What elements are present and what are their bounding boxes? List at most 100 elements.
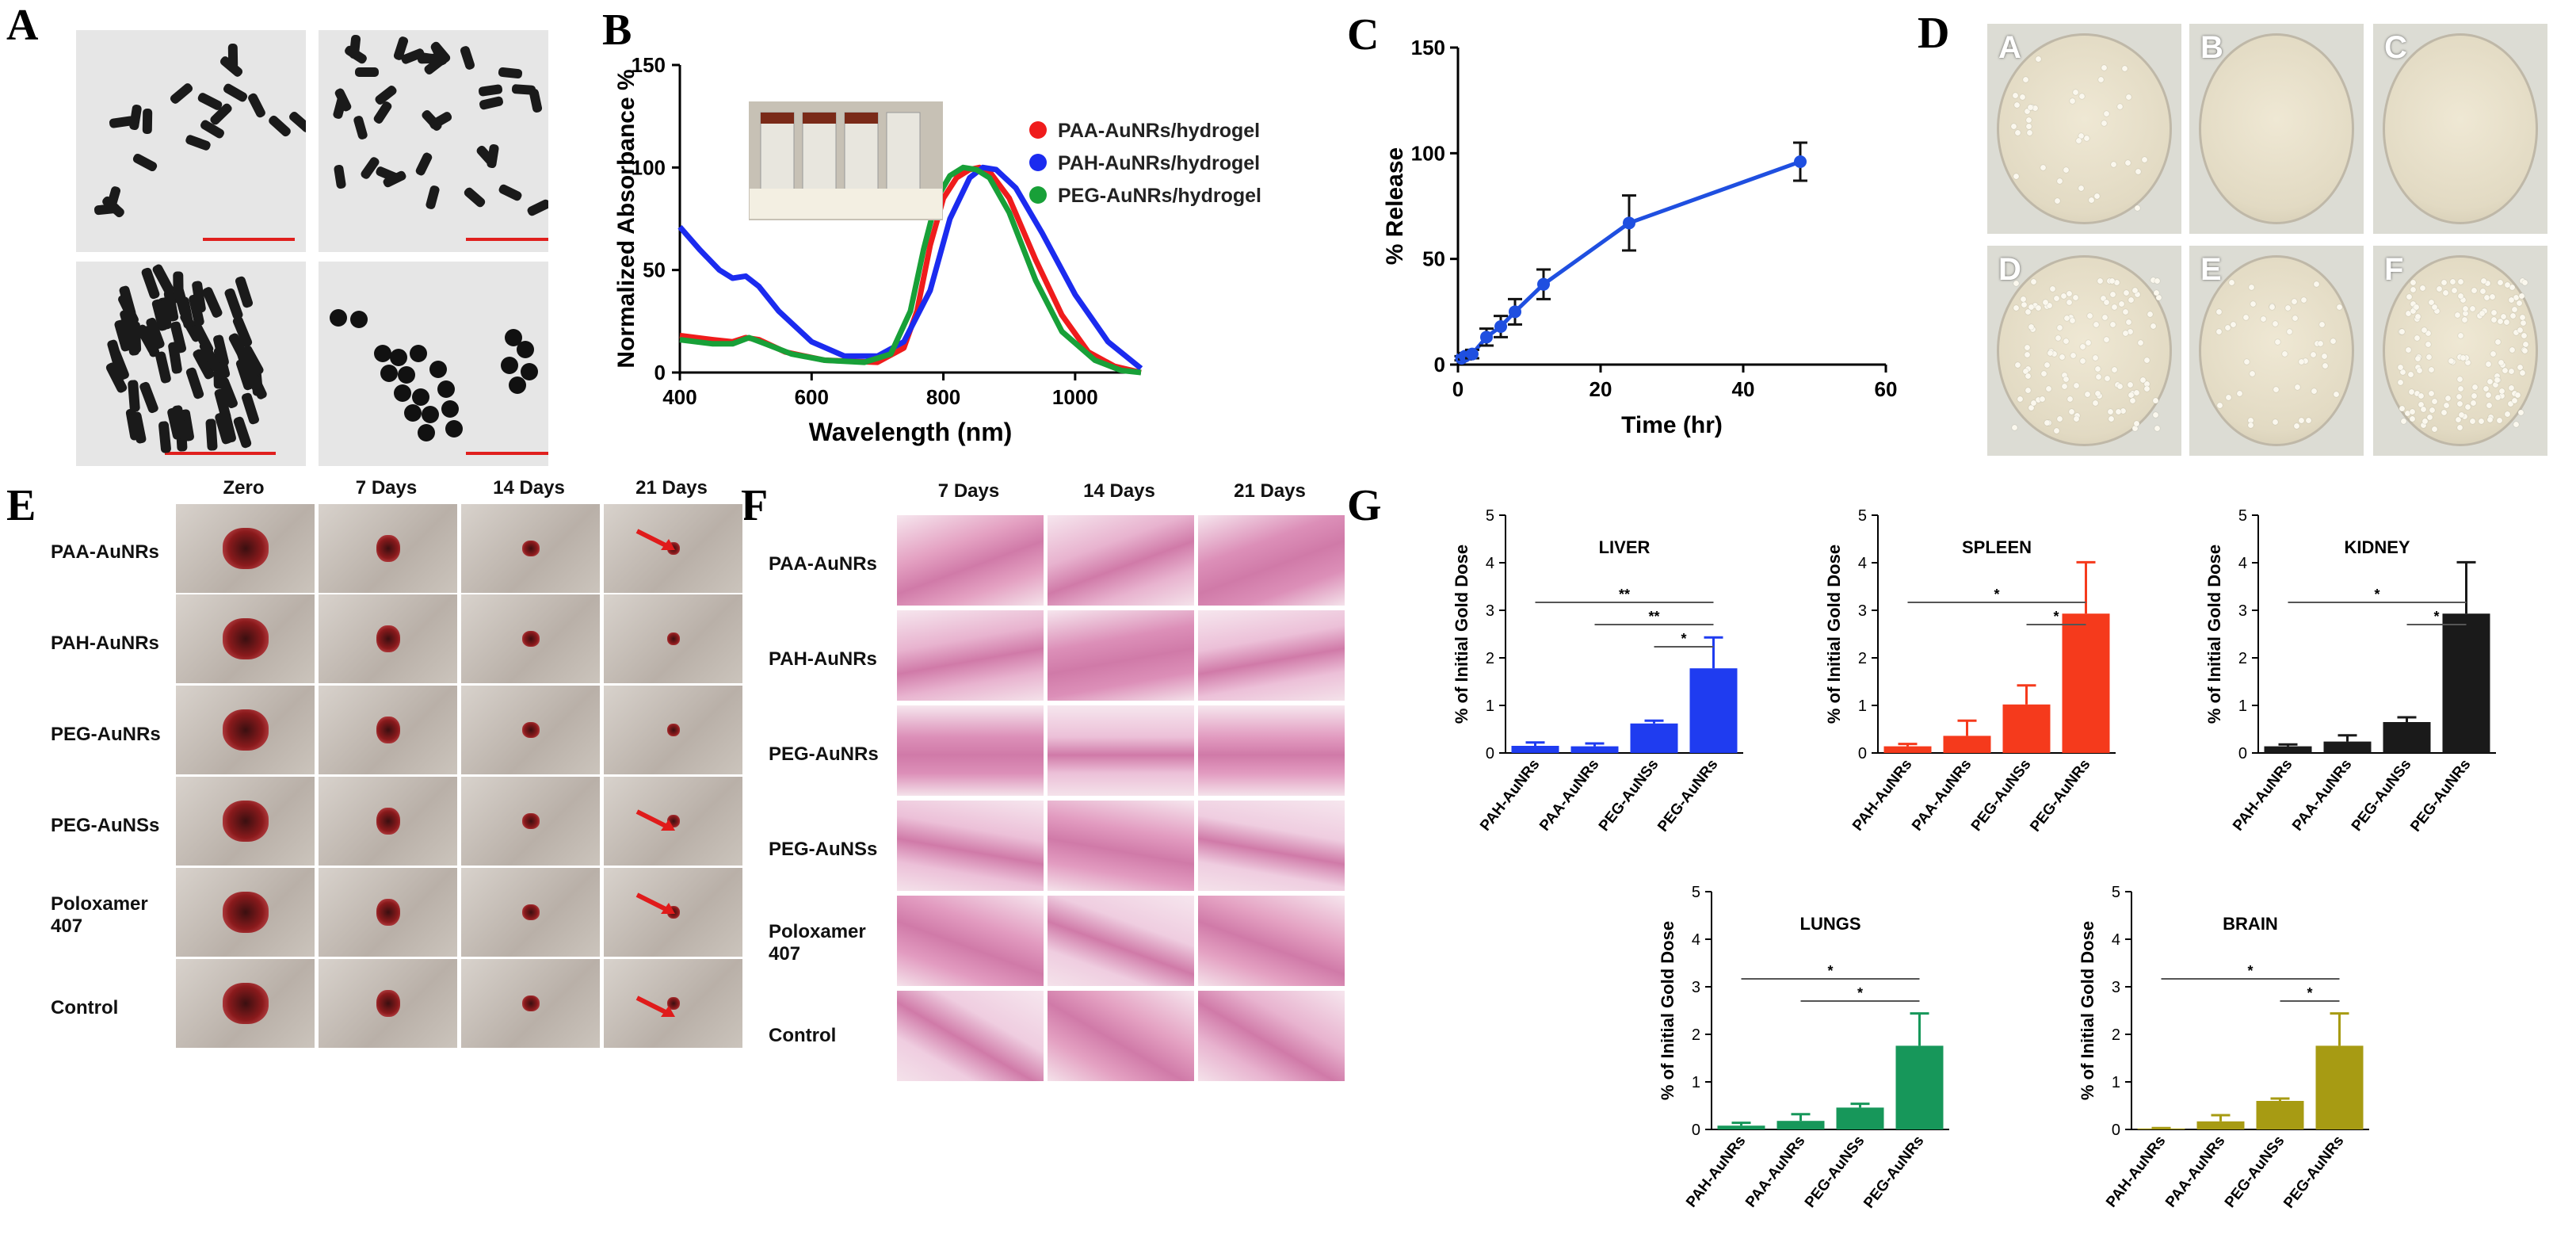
colony	[2013, 101, 2020, 108]
dish-label: D	[1998, 252, 2021, 287]
category-label: PEG-AuNSs	[1802, 1133, 1868, 1211]
colony	[2519, 370, 2525, 376]
colony	[2319, 321, 2326, 327]
significance-marker: *	[2247, 963, 2253, 979]
colony	[2086, 339, 2092, 346]
colony	[2284, 304, 2291, 311]
x-tick-label: 1000	[1052, 385, 1098, 409]
y-tick-label: 3	[1692, 979, 1700, 996]
colony	[2294, 384, 2300, 390]
bar	[2264, 746, 2312, 753]
column-label: 14 Days	[1083, 480, 1155, 502]
nanorod	[459, 45, 476, 71]
colony	[2399, 406, 2406, 412]
colony	[2464, 360, 2471, 366]
colony	[2216, 309, 2223, 315]
colony	[2049, 285, 2055, 292]
dish-label: A	[1998, 30, 2021, 65]
colony	[2040, 370, 2047, 376]
colony	[2102, 315, 2109, 321]
colony	[2066, 300, 2072, 306]
wound	[376, 808, 400, 835]
category-label: PAH-AuNRs	[1849, 756, 1915, 834]
bar	[1689, 668, 1738, 753]
colony	[2421, 422, 2427, 429]
legend-marker-pah	[1029, 154, 1047, 171]
colony	[2036, 305, 2042, 311]
nanosphere	[410, 345, 427, 362]
colony	[2273, 386, 2280, 392]
colony	[2072, 294, 2078, 300]
bar	[1836, 1107, 1884, 1129]
colony	[2486, 402, 2492, 408]
colony	[2302, 357, 2308, 364]
colony	[2273, 321, 2279, 327]
wound-photo	[602, 775, 744, 867]
nanosphere	[394, 384, 411, 402]
colony	[2022, 368, 2028, 374]
significance-marker: *	[1994, 587, 1999, 602]
colony	[2104, 376, 2110, 382]
colony	[2471, 287, 2478, 293]
significance-marker: *	[2374, 587, 2379, 602]
colony	[2128, 381, 2134, 388]
nanorod	[525, 197, 548, 217]
colony	[2486, 361, 2492, 368]
colony	[2437, 286, 2443, 292]
colony	[2460, 354, 2466, 361]
nanorod	[353, 115, 369, 141]
colony	[2502, 368, 2508, 374]
wound-photo	[460, 684, 601, 776]
histology-image	[895, 704, 1045, 797]
row-label: PAA-AuNRs	[51, 541, 159, 563]
colony	[2021, 301, 2028, 308]
colony	[2118, 301, 2124, 308]
red-arrow	[635, 809, 675, 831]
panel-letter-f: F	[741, 481, 769, 530]
colony	[2456, 394, 2462, 400]
colony	[2056, 416, 2063, 422]
legend-label-peg: PEG-AuNRs/hydrogel	[1058, 185, 1261, 207]
colony	[2292, 299, 2298, 305]
y-tick-label: 1	[1486, 697, 1494, 715]
agar-plate	[2199, 255, 2354, 446]
colony	[2043, 299, 2049, 305]
scale-bar	[466, 452, 548, 455]
colony	[2441, 280, 2447, 286]
colony	[2404, 410, 2410, 416]
colony	[2125, 94, 2131, 100]
colony	[2013, 304, 2020, 311]
colony	[2420, 285, 2426, 291]
colony	[2521, 347, 2528, 353]
wound	[521, 813, 540, 829]
colony	[2117, 103, 2124, 109]
colony	[2518, 292, 2524, 299]
colony	[2463, 311, 2469, 317]
category-label: PAH-AuNRs	[2230, 756, 2296, 834]
panel-letter-a: A	[6, 1, 39, 50]
colony	[2046, 302, 2052, 308]
significance-marker: **	[1648, 609, 1659, 625]
nanorod	[478, 83, 504, 97]
nanosphere	[429, 361, 447, 378]
colony	[2025, 352, 2031, 357]
colony	[2228, 279, 2234, 285]
red-arrow	[635, 529, 675, 550]
colony	[2025, 117, 2032, 124]
agar-plate	[2199, 33, 2354, 224]
colony	[2112, 367, 2118, 373]
colony	[2494, 394, 2501, 400]
colony	[2275, 338, 2281, 345]
nanosphere	[380, 365, 398, 382]
petri-dish-d: D	[1987, 246, 2181, 456]
colony	[2491, 316, 2498, 323]
x-tick-label: 40	[1732, 377, 1755, 401]
colony	[2472, 384, 2479, 390]
row-label: PEG-AuNSs	[769, 839, 878, 860]
colony	[2299, 417, 2305, 423]
histology-image	[1046, 989, 1196, 1083]
colony	[2420, 406, 2426, 412]
colony	[2096, 373, 2102, 380]
colony	[2143, 381, 2150, 388]
wound-photo	[460, 866, 601, 958]
